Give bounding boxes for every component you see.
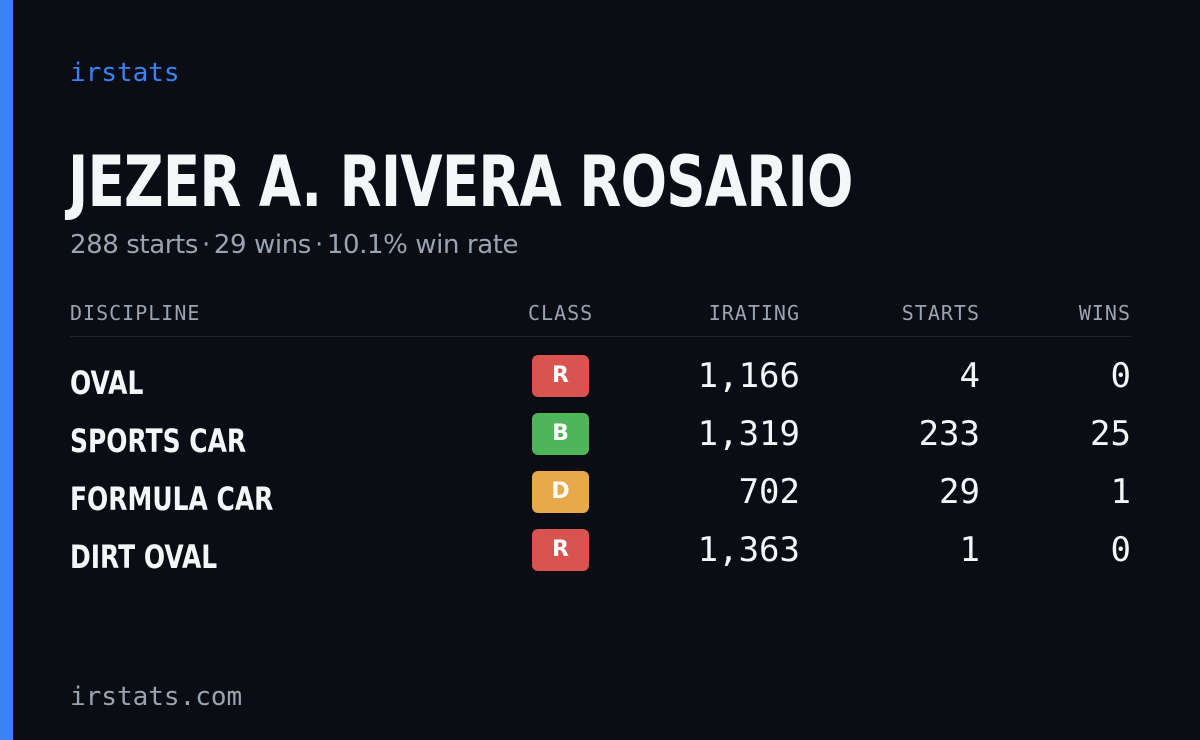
license-class-badge: D <box>532 471 589 513</box>
table-row: FORMULA CAR D 702 29 1 <box>70 469 1131 527</box>
accent-bar <box>0 0 13 740</box>
license-class-badge: R <box>532 355 589 397</box>
row-irating: 1,319 <box>697 414 800 454</box>
table-row: SPORTS CAR B 1,319 233 25 <box>70 411 1131 469</box>
row-irating: 1,166 <box>697 356 800 396</box>
row-irating: 1,363 <box>697 530 800 570</box>
summary-win-rate: 10.1% win rate <box>326 230 519 260</box>
player-summary: 288 starts · 29 wins · 10.1% win rate <box>70 228 519 262</box>
row-starts: 233 <box>918 414 980 454</box>
summary-wins: 29 wins <box>213 230 311 260</box>
brand-logo-text: irstats <box>70 58 180 88</box>
row-starts: 29 <box>939 472 980 512</box>
header-wins: WINS <box>1078 301 1131 325</box>
row-irating: 702 <box>738 472 800 512</box>
table-row: OVAL R 1,166 4 0 <box>70 353 1131 411</box>
player-name: JEZER A. RIVERA ROSARIO <box>68 141 853 223</box>
row-discipline: OVAL <box>70 364 144 402</box>
license-class-badge: R <box>532 529 589 571</box>
summary-separator: · <box>314 230 323 260</box>
summary-separator: · <box>202 230 210 260</box>
summary-starts: 288 starts <box>70 230 198 260</box>
footer-url: irstats.com <box>70 682 243 712</box>
license-class-badge: B <box>532 413 589 455</box>
row-wins: 0 <box>1110 356 1131 396</box>
table-body: OVAL R 1,166 4 0 SPORTS CAR B 1,319 233 … <box>70 353 1131 585</box>
table-row: DIRT OVAL R 1,363 1 0 <box>70 527 1131 585</box>
row-wins: 0 <box>1110 530 1131 570</box>
discipline-table: DISCIPLINE CLASS IRATING STARTS WINS OVA… <box>70 296 1131 576</box>
row-starts: 1 <box>959 530 980 570</box>
table-header: DISCIPLINE CLASS IRATING STARTS WINS <box>70 296 1131 337</box>
row-starts: 4 <box>959 356 980 396</box>
row-discipline: FORMULA CAR <box>70 480 274 518</box>
header-discipline: DISCIPLINE <box>70 301 201 325</box>
row-discipline: SPORTS CAR <box>70 422 247 460</box>
header-class: CLASS <box>528 301 594 325</box>
row-wins: 25 <box>1090 414 1131 454</box>
header-irating: IRATING <box>708 301 800 325</box>
header-starts: STARTS <box>901 301 980 325</box>
row-wins: 1 <box>1110 472 1131 512</box>
row-discipline: DIRT OVAL <box>70 538 218 576</box>
